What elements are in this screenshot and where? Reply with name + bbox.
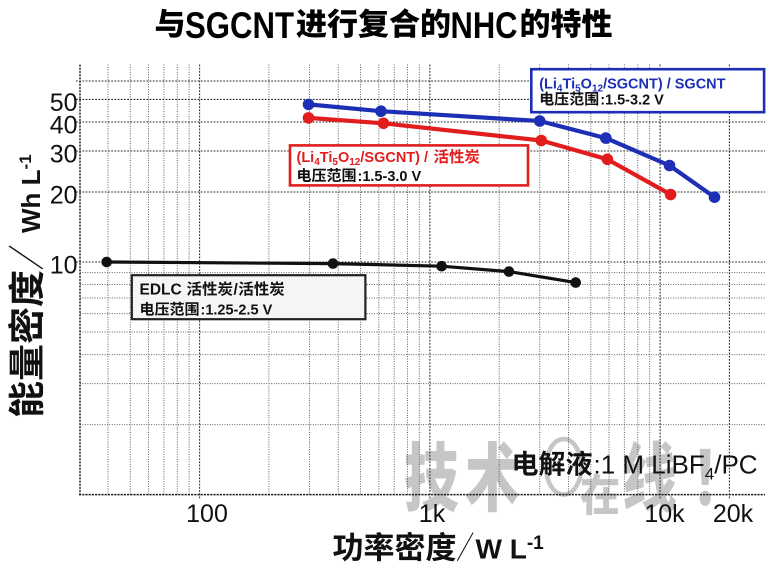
svg-text:1k: 1k — [419, 500, 446, 528]
svg-text:(Li4Ti5O12/SGCNT) /: (Li4Ti5O12/SGCNT) / — [297, 150, 429, 168]
svg-text::1 M LiBF4/PC: :1 M LiBF4/PC — [594, 450, 758, 484]
svg-text:10: 10 — [50, 252, 78, 280]
svg-text:EDLC: EDLC — [140, 282, 182, 299]
svg-text:100: 100 — [186, 500, 228, 528]
svg-text:20: 20 — [50, 182, 78, 210]
svg-text:/: / — [234, 282, 239, 299]
svg-text:50: 50 — [50, 89, 78, 117]
svg-text:20k: 20k — [713, 500, 754, 528]
svg-text:NHC: NHC — [451, 5, 518, 46]
svg-text:40: 40 — [50, 112, 78, 140]
svg-text::1.25-2.5 V: :1.25-2.5 V — [201, 303, 273, 319]
svg-text:(Li4Ti5O12/SGCNT) / SGCNT: (Li4Ti5O12/SGCNT) / SGCNT — [539, 77, 725, 95]
svg-text:10k: 10k — [644, 500, 685, 528]
svg-text::1.5-3.0 V: :1.5-3.0 V — [358, 169, 422, 185]
svg-text:30: 30 — [50, 141, 78, 169]
svg-text::1.5-3.2 V: :1.5-3.2 V — [600, 92, 664, 108]
svg-text:SGCNT: SGCNT — [185, 5, 294, 46]
